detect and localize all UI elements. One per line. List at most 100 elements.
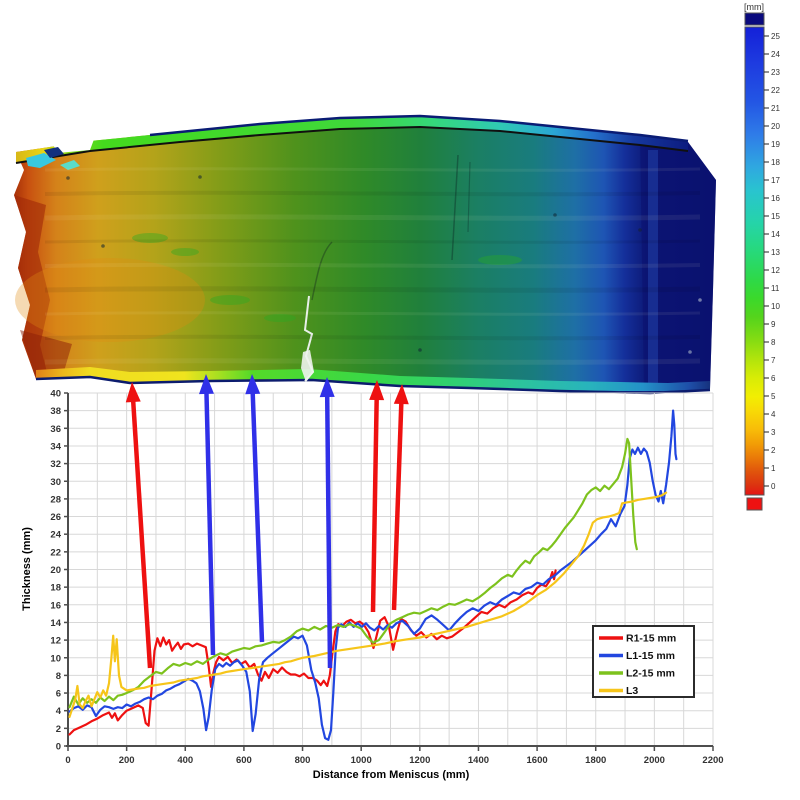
texture-streak (44, 214, 701, 221)
annotation-arrow-head (199, 374, 214, 395)
speckle-dot (688, 350, 692, 354)
x-axis-title: Distance from Meniscus (mm) (313, 769, 470, 781)
colorbar-tick-label: 13 (771, 248, 780, 257)
colorbar-tick-label: 3 (771, 428, 776, 437)
colorbar-tick-label: 8 (771, 338, 776, 347)
colorbar-tick-label: 0 (771, 482, 776, 491)
green-blotch (171, 248, 199, 256)
texture-streak (44, 286, 701, 293)
annotation-arrow-head (125, 382, 141, 403)
hairline-crack (467, 161, 471, 233)
y-tick-label: 2 (56, 724, 61, 735)
legend-label: L1-15 mm (626, 650, 675, 662)
colorbar-overflow-block (744, 12, 765, 26)
sample-fleck-cyan2 (60, 160, 80, 170)
speckle-dot (101, 244, 105, 248)
colorbar-tick-label: 9 (771, 320, 776, 329)
colorbar-tick-label: 23 (771, 68, 780, 77)
chart-series (68, 409, 678, 741)
speckle-dot (553, 213, 557, 217)
sample-crack-faint (311, 241, 333, 301)
x-tick-label: 800 (295, 755, 311, 766)
texture-streak (44, 311, 701, 316)
x-tick-label: 0 (65, 755, 70, 766)
y-tick-label: 20 (50, 565, 61, 576)
sample-speckles (66, 175, 702, 354)
y-tick-label: 34 (50, 441, 61, 452)
legend-label: R1-15 mm (626, 633, 676, 645)
x-tick-label: 2000 (644, 755, 665, 766)
sample-bottom-stripe (36, 367, 710, 391)
colorbar-tick-label: 19 (771, 140, 780, 149)
y-tick-label: 10 (50, 653, 61, 664)
y-tick-label: 4 (56, 706, 62, 717)
x-tick-label: 2200 (702, 755, 723, 766)
colorbar-tick-label: 1 (771, 464, 776, 473)
sample-left-shade2 (20, 330, 72, 379)
colorbar-tick-label: 5 (771, 392, 776, 401)
annotation-arrow-line (370, 395, 379, 613)
x-tick-label: 1800 (585, 755, 606, 766)
legend-label: L2-15 mm (626, 668, 675, 680)
colorbar-tick-label: 14 (771, 230, 780, 239)
green-blotch (478, 255, 522, 265)
sample-notch (50, 134, 96, 153)
speckle-dot (698, 298, 702, 302)
green-blotch (264, 314, 296, 322)
y-tick-label: 38 (50, 406, 61, 417)
colorbar-tick-label: 12 (771, 266, 780, 275)
x-tick-label: 1200 (409, 755, 430, 766)
sample-top-stripe (16, 117, 688, 163)
speckle-dot (418, 348, 422, 352)
y-tick-label: 40 (50, 389, 61, 400)
colorbar-bar (744, 26, 765, 496)
series-line-l3 (68, 491, 668, 719)
annotation-arrow-head (319, 377, 335, 398)
y-tick-label: 24 (50, 530, 61, 541)
x-tick-label: 1400 (468, 755, 489, 766)
x-tick-label: 600 (236, 755, 252, 766)
green-blotch (132, 233, 168, 243)
y-tick-label: 32 (50, 459, 61, 470)
sample-scan-image (14, 114, 716, 395)
annotation-arrow-line (250, 389, 265, 643)
sample-left-shade (14, 195, 50, 379)
sample-crack-sliver (301, 350, 314, 382)
green-blotch (210, 295, 250, 305)
y-tick-label: 0 (56, 742, 61, 753)
y-tick-label: 18 (50, 583, 61, 594)
y-tick-label: 6 (56, 689, 61, 700)
colorbar-tick-label: 20 (771, 122, 780, 131)
sample-dark-band (640, 136, 716, 391)
legend-label: L3 (626, 685, 638, 697)
colorbar-tick-label: 17 (771, 176, 780, 185)
colorbar: [mm] 01234567891011121314151617181920212… (744, 2, 780, 511)
sample-orange-glow (15, 258, 205, 342)
colorbar-tick-label: 22 (771, 86, 780, 95)
series-line-l2-15-mm (68, 437, 638, 709)
colorbar-tick-label: 4 (771, 410, 776, 419)
colorbar-title: [mm] (744, 2, 764, 12)
y-axis-title: Thickness (mm) (21, 527, 33, 611)
y-tick-label: 28 (50, 494, 61, 505)
sample-fleck-navy (44, 147, 64, 158)
texture-streak (44, 262, 701, 269)
speckle-dot (638, 228, 642, 232)
texture-streak (44, 239, 701, 244)
texture-streak (44, 358, 701, 365)
x-tick-label: 1600 (527, 755, 548, 766)
x-tick-label: 1000 (351, 755, 372, 766)
colorbar-tick-label: 11 (771, 284, 780, 293)
colorbar-tick-label: 15 (771, 212, 780, 221)
colorbar-tick-label: 10 (771, 302, 780, 311)
colorbar-tick-label: 6 (771, 374, 776, 383)
annotation-arrow-head (245, 374, 261, 395)
colorbar-underflow-block (746, 497, 763, 511)
y-tick-label: 16 (50, 600, 61, 611)
colorbar-tick-label: 2 (771, 446, 776, 455)
annotation-arrows (125, 374, 409, 669)
y-tick-label: 22 (50, 547, 61, 558)
